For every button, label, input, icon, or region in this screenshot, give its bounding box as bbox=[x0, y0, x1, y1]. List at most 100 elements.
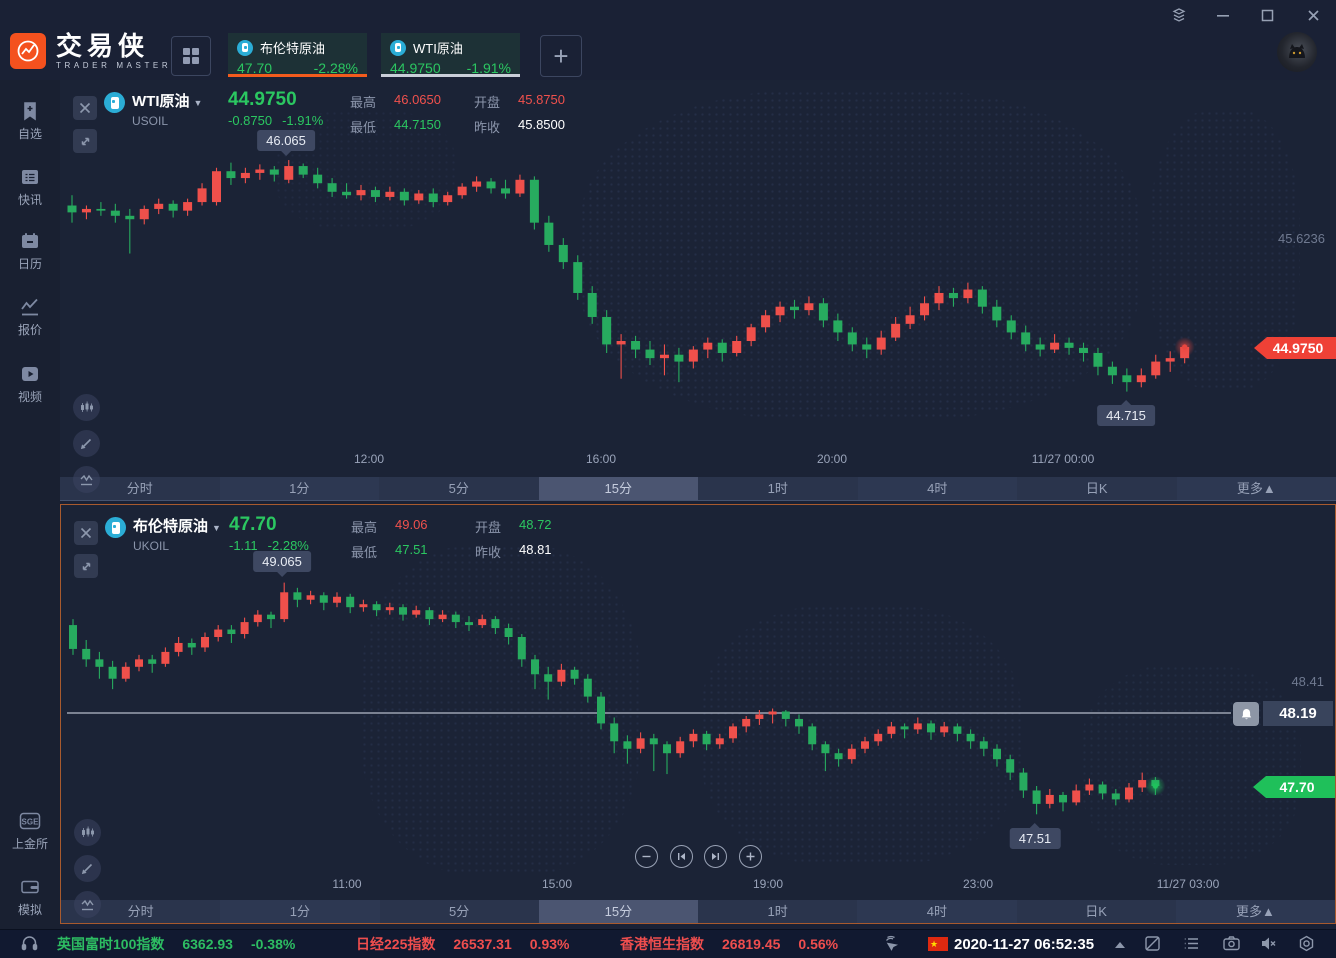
indicator-button[interactable] bbox=[74, 891, 101, 918]
chart-type-button[interactable] bbox=[74, 819, 101, 846]
timeframe-tab[interactable]: 日K bbox=[1016, 900, 1176, 923]
timeframe-tab[interactable]: 1分 bbox=[220, 900, 380, 923]
layout-grid-button[interactable] bbox=[171, 36, 211, 76]
oil-icon bbox=[237, 39, 253, 56]
skip-start-button[interactable] bbox=[670, 845, 693, 868]
collapse-caret-icon[interactable] bbox=[1115, 941, 1125, 948]
index-change: 0.93% bbox=[529, 936, 570, 952]
chart-panel-wti: WTI原油 ▼ USOIL 44.9750 -0.8750 -1.91% 最高 46.… bbox=[60, 80, 1336, 501]
panel-expand-button[interactable] bbox=[74, 554, 98, 578]
minimize-button[interactable] bbox=[1210, 4, 1236, 26]
index-name: 英国富时100指数 bbox=[57, 936, 165, 952]
maximize-button[interactable] bbox=[1254, 4, 1280, 26]
skip-end-button[interactable] bbox=[704, 845, 727, 868]
timeframe-tab[interactable]: 5分 bbox=[379, 900, 539, 923]
instrument-code: UKOIL bbox=[133, 539, 170, 553]
sidebar-item-watchlist[interactable]: 自选 bbox=[0, 100, 60, 142]
instrument-name[interactable]: WTI原油 ▼ bbox=[132, 93, 203, 110]
timeframe-tab[interactable]: 1时 bbox=[698, 900, 858, 923]
timeframe-tab[interactable]: 4时 bbox=[857, 900, 1017, 923]
instrument-name[interactable]: 布伦特原油 ▼ bbox=[133, 518, 221, 535]
index-value: 26537.31 bbox=[453, 936, 512, 952]
add-symbol-button[interactable]: + bbox=[540, 35, 582, 77]
high-value: 49.06 bbox=[395, 517, 428, 532]
sidebar-item-calendar[interactable]: 日历 bbox=[0, 230, 60, 272]
draw-button[interactable] bbox=[73, 430, 100, 457]
timeframe-bar: 分时 1分 5分 15分 1时 4时 日K 更多▲ bbox=[60, 477, 1336, 500]
timeframe-more-tab[interactable]: 更多▲ bbox=[1175, 900, 1335, 923]
candlestick-chart-wti[interactable] bbox=[60, 80, 1336, 500]
calendar-icon bbox=[22, 233, 38, 248]
timeframe-tab-selected[interactable]: 15分 bbox=[538, 477, 698, 500]
timeframe-tab[interactable]: 1分 bbox=[219, 477, 379, 500]
index-value: 6362.93 bbox=[182, 936, 233, 952]
expand-icon bbox=[82, 562, 90, 570]
timeframe-tab[interactable]: 分时 bbox=[60, 477, 220, 500]
mute-speaker-icon[interactable] bbox=[1259, 934, 1278, 953]
skip-end-icon bbox=[712, 853, 719, 860]
index-name: 日经225指数 bbox=[356, 936, 436, 952]
tab-symbol-name: WTI原油 bbox=[413, 41, 463, 56]
cn-flag-icon: ★ bbox=[928, 937, 948, 951]
price-change-pct: -2.28% bbox=[267, 538, 309, 553]
pencil-icon bbox=[81, 863, 93, 875]
screenshot-camera-icon[interactable] bbox=[1222, 934, 1241, 953]
close-button[interactable] bbox=[1300, 4, 1326, 26]
trend-line-icon bbox=[21, 298, 38, 316]
price-change: -0.8750 bbox=[228, 113, 273, 128]
brand-block: 交易侠 TRADER MASTER bbox=[56, 32, 171, 70]
instrument-header: WTI原油 ▼ USOIL 44.9750 -0.8750 -1.91% 最高 46.… bbox=[104, 90, 588, 136]
indicator-button[interactable] bbox=[73, 466, 100, 493]
sidebar-item-quotes[interactable]: 报价 bbox=[0, 296, 60, 338]
timeframe-more-tab[interactable]: 更多▲ bbox=[1176, 477, 1336, 500]
zoom-in-button[interactable] bbox=[739, 845, 762, 868]
last-price: 44.9750 bbox=[228, 89, 297, 110]
headset-icon[interactable] bbox=[20, 934, 39, 953]
remote-mouse-icon[interactable] bbox=[882, 934, 901, 953]
candlestick-chart-brent[interactable] bbox=[61, 505, 1335, 923]
symbol-tab-wti[interactable]: WTI原油 44.9750 -1.91% bbox=[381, 33, 520, 77]
sidebar-item-sge[interactable]: SGE 上金所 bbox=[0, 810, 60, 852]
high-value: 46.0650 bbox=[394, 92, 441, 107]
chart-type-button[interactable] bbox=[73, 394, 100, 421]
indicator-icon bbox=[80, 474, 93, 486]
timeframe-tab[interactable]: 1时 bbox=[698, 477, 858, 500]
index-ticker-nikkei[interactable]: 日经225指数 26537.31 0.93% bbox=[356, 930, 569, 958]
settings-icon[interactable] bbox=[1297, 934, 1316, 953]
video-play-icon bbox=[22, 367, 38, 381]
timeframe-tab[interactable]: 5分 bbox=[379, 477, 539, 500]
news-list-icon bbox=[22, 170, 38, 184]
timeframe-tab[interactable]: 日K bbox=[1017, 477, 1177, 500]
panel-close-button[interactable] bbox=[74, 521, 98, 545]
wallet-icon bbox=[21, 880, 39, 894]
low-value: 47.51 bbox=[395, 542, 428, 557]
instrument-header: 布伦特原油 ▼ UKOIL 47.70 -1.11 -2.28% 最高 49.06 开… bbox=[105, 515, 589, 561]
timeframe-bar: 分时 1分 5分 15分 1时 4时 日K 更多▲ bbox=[61, 900, 1335, 923]
timeframe-tab-selected[interactable]: 15分 bbox=[538, 900, 698, 923]
index-ticker-hangseng[interactable]: 香港恒生指数 26819.45 0.56% bbox=[620, 930, 838, 958]
price-change: -1.11 bbox=[229, 538, 258, 553]
tab-symbol-name: 布伦特原油 bbox=[260, 41, 326, 56]
panel-expand-button[interactable] bbox=[73, 129, 97, 153]
symbol-tab-brent[interactable]: 布伦特原油 47.70 -2.28% bbox=[228, 33, 367, 77]
minus-icon bbox=[642, 855, 651, 858]
layers-icon[interactable] bbox=[1166, 4, 1192, 26]
expand-icon bbox=[81, 137, 89, 145]
order-list-icon[interactable] bbox=[1182, 934, 1201, 953]
draw-button[interactable] bbox=[74, 855, 101, 882]
user-avatar[interactable] bbox=[1277, 32, 1317, 72]
zoom-out-button[interactable] bbox=[635, 845, 658, 868]
timeframe-tab[interactable]: 4时 bbox=[857, 477, 1017, 500]
price-alert-bell-icon[interactable] bbox=[1233, 702, 1259, 726]
sidebar-item-video[interactable]: 视频 bbox=[0, 363, 60, 405]
clear-drawings-icon[interactable] bbox=[1143, 934, 1162, 953]
chevron-down-icon: ▼ bbox=[193, 98, 203, 108]
sidebar-item-demo[interactable]: 模拟 bbox=[0, 876, 60, 918]
index-ticker-ftse[interactable]: 英国富时100指数 6362.93 -0.38% bbox=[57, 930, 295, 958]
candlestick-icon bbox=[82, 826, 94, 837]
chart-panel-brent: 布伦特原油 ▼ UKOIL 47.70 -1.11 -2.28% 最高 49.06 开… bbox=[60, 504, 1336, 924]
low-value: 44.7150 bbox=[394, 117, 441, 132]
index-value: 26819.45 bbox=[722, 936, 781, 952]
sidebar-item-news[interactable]: 快讯 bbox=[0, 166, 60, 208]
panel-close-button[interactable] bbox=[73, 96, 97, 120]
